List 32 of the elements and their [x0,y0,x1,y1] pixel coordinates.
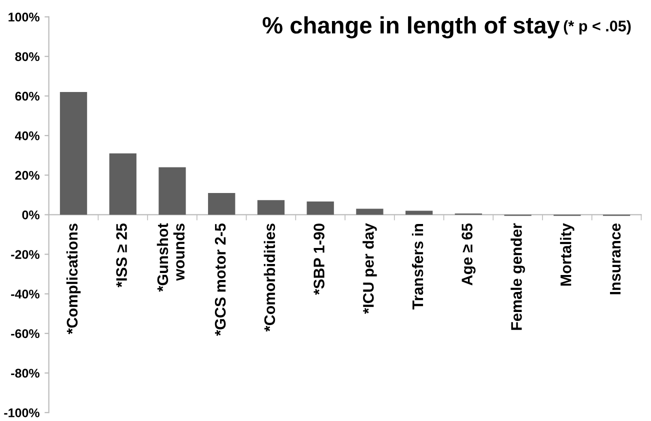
x-tick-label: *ISS ≥ 25 [116,223,127,288]
y-tick-label: -40% [11,290,40,299]
x-tick-label: Transfers in [412,224,424,310]
x-tick-label: *GCS motor 2-5 [214,223,226,336]
x-tick-label: Mortality [560,223,574,286]
x-tick-label: *SBP 1-90 [314,224,324,295]
bar [158,167,186,215]
y-tick-label: 60% [15,92,40,101]
bar [208,192,236,215]
x-tick-label: Female gender [510,223,525,330]
y-tick-label: -20% [11,250,40,259]
y-tick-label: -100% [4,408,40,418]
y-tick-label: -60% [11,329,40,338]
y-tick-label: 80% [15,52,40,62]
x-tick-label: *Complications [66,224,81,334]
bar [356,208,384,215]
chart-title: % change in length of stay [262,16,560,38]
x-tick-label: *ICU per day [362,223,377,314]
y-tick-label: -80% [11,368,40,378]
x-tick-label: *Comorbidities [264,224,276,332]
bar [306,201,334,215]
y-tick-label: 40% [14,131,40,140]
y-tick-label: 100% [8,12,40,22]
bar [60,92,88,215]
y-tick-label: 0% [22,210,40,220]
bar [257,200,285,215]
x-tick-label: Insurance [610,224,621,294]
x-tick-label: *Gunshot wounds [156,223,185,292]
chart-subtitle: (* p < .05) [564,20,631,34]
x-tick-label: Age ≥ 65 [462,223,476,286]
y-tick-label: 20% [15,170,40,180]
bar [109,153,136,215]
